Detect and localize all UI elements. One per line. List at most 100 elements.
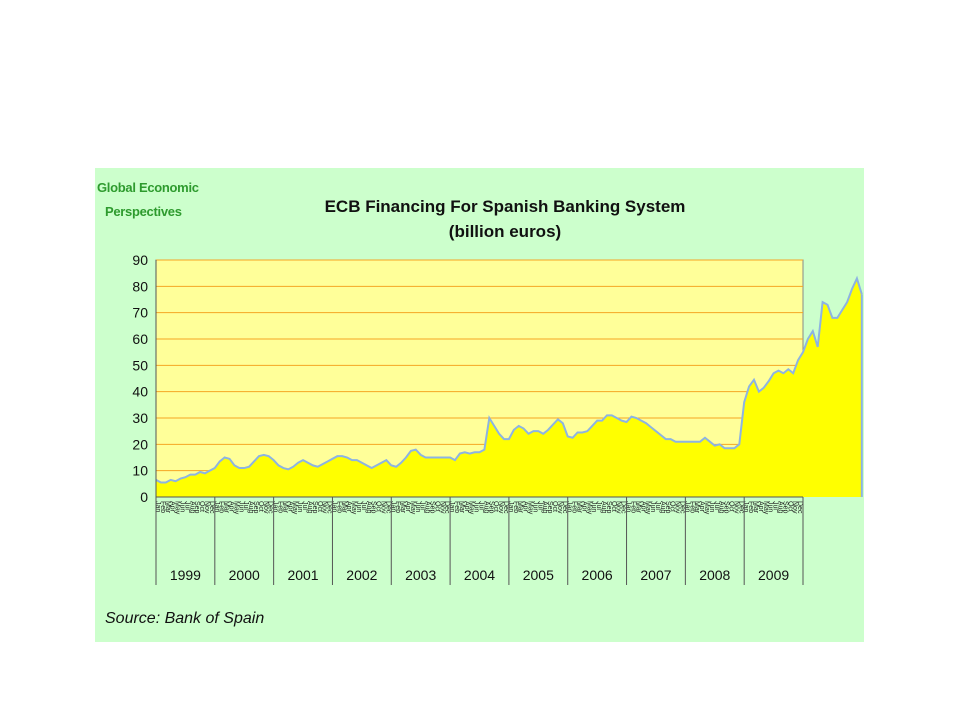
month-tick-label: Mar xyxy=(340,501,347,514)
month-tick-label: Jan xyxy=(625,501,632,512)
month-tick-label: Sep xyxy=(252,501,259,514)
month-tick-label: Dec xyxy=(796,501,803,514)
month-tick-label: May xyxy=(409,501,416,515)
month-tick-label: Apr xyxy=(169,501,176,513)
month-tick-label: Oct xyxy=(433,501,440,512)
month-tick-label: Sep xyxy=(428,501,435,514)
month-tick-label: May xyxy=(291,501,298,515)
y-tick-label: 80 xyxy=(132,278,148,294)
month-tick-label: Sep xyxy=(311,501,318,514)
y-tick-label: 40 xyxy=(132,384,148,400)
month-tick-label: Feb xyxy=(394,501,401,513)
month-tick-label: May xyxy=(468,501,475,515)
month-tick-label: Apr xyxy=(639,501,646,513)
chart-title: ECB Financing For Spanish Banking System xyxy=(324,197,686,216)
month-tick-label: Nov xyxy=(791,501,798,514)
month-tick-label: Nov xyxy=(497,501,504,514)
month-tick-label: Jul xyxy=(654,501,661,510)
month-tick-label: Jul xyxy=(772,501,779,510)
month-tick-label: Nov xyxy=(262,501,269,514)
month-tick-label: Jan xyxy=(272,501,279,512)
month-tick-label: Jun xyxy=(179,501,186,512)
month-tick-label: Apr xyxy=(404,501,411,513)
month-tick-label: Jun xyxy=(590,501,597,512)
month-tick-label: Sep xyxy=(781,501,788,514)
month-tick-label: Mar xyxy=(223,501,230,514)
month-tick-label: Apr xyxy=(757,501,764,513)
month-tick-label: Jul xyxy=(301,501,308,510)
month-tick-label: Jun xyxy=(355,501,362,512)
month-tick-label: Feb xyxy=(453,501,460,513)
month-tick-label: Jun xyxy=(296,501,303,512)
month-tick-label: Oct xyxy=(610,501,617,512)
month-tick-label: May xyxy=(527,501,534,515)
month-tick-label: Jan xyxy=(742,501,749,512)
month-tick-label: Jan xyxy=(154,501,161,512)
month-tick-label: Jun xyxy=(473,501,480,512)
month-tick-label: Jun xyxy=(237,501,244,512)
month-tick-label: Feb xyxy=(218,501,225,513)
y-tick-label: 0 xyxy=(140,489,148,505)
month-tick-label: Oct xyxy=(551,501,558,512)
month-tick-label: Feb xyxy=(747,501,754,513)
month-tick-label: Jun xyxy=(531,501,538,512)
month-tick-label: Sep xyxy=(546,501,553,514)
y-tick-label: 50 xyxy=(132,357,148,373)
month-tick-label: Nov xyxy=(732,501,739,514)
month-tick-label: Mar xyxy=(517,501,524,514)
chart-subtitle: (billion euros) xyxy=(448,222,562,241)
month-tick-label: Sep xyxy=(605,501,612,514)
month-tick-label: Mar xyxy=(576,501,583,514)
month-tick-label: May xyxy=(350,501,357,515)
month-tick-label: Aug xyxy=(188,501,195,514)
month-tick-label: May xyxy=(703,501,710,515)
month-tick-label: Feb xyxy=(629,501,636,513)
month-tick-label: Apr xyxy=(698,501,705,513)
year-label: 2006 xyxy=(582,567,613,583)
month-tick-label: Jul xyxy=(183,501,190,510)
month-tick-label: Aug xyxy=(659,501,666,514)
month-tick-label: Jan xyxy=(448,501,455,512)
month-tick-label: Oct xyxy=(786,501,793,512)
year-label: 2001 xyxy=(287,567,318,583)
month-tick-label: Oct xyxy=(492,501,499,512)
month-tick-label: Aug xyxy=(247,501,254,514)
month-tick-label: Jun xyxy=(649,501,656,512)
month-tick-label: Jan xyxy=(213,501,220,512)
chart-panel: Global Economic Perspectives ECB Financi… xyxy=(95,168,864,642)
month-tick-label: Oct xyxy=(727,501,734,512)
month-tick-label: Aug xyxy=(718,501,725,514)
y-tick-label: 10 xyxy=(132,463,148,479)
month-tick-label: Oct xyxy=(316,501,323,512)
y-tick-label: 60 xyxy=(132,331,148,347)
month-tick-label: May xyxy=(174,501,181,515)
month-tick-label: Feb xyxy=(571,501,578,513)
month-tick-label: Apr xyxy=(228,501,235,513)
month-tick-label: Jun xyxy=(767,501,774,512)
month-tick-label: May xyxy=(232,501,239,515)
month-tick-label: Jun xyxy=(414,501,421,512)
month-tick-label: Sep xyxy=(723,501,730,514)
month-tick-label: Jul xyxy=(595,501,602,510)
month-tick-label: Aug xyxy=(600,501,607,514)
month-tick-label: Aug xyxy=(541,501,548,514)
month-tick-label: Apr xyxy=(522,501,529,513)
month-tick-label: Nov xyxy=(203,501,210,514)
year-label: 2000 xyxy=(229,567,260,583)
y-tick-label: 30 xyxy=(132,410,148,426)
month-tick-label: Aug xyxy=(776,501,783,514)
year-label: 1999 xyxy=(170,567,201,583)
month-tick-label: Dec xyxy=(502,501,509,514)
month-tick-label: Jun xyxy=(708,501,715,512)
month-tick-label: Apr xyxy=(463,501,470,513)
month-tick-label: May xyxy=(585,501,592,515)
month-tick-label: Dec xyxy=(620,501,627,514)
month-tick-label: Oct xyxy=(669,501,676,512)
month-tick-label: Sep xyxy=(664,501,671,514)
month-tick-label: Aug xyxy=(482,501,489,514)
month-tick-label: Dec xyxy=(326,501,333,514)
month-tick-label: Mar xyxy=(164,501,171,514)
year-label: 2009 xyxy=(758,567,789,583)
month-tick-label: Aug xyxy=(424,501,431,514)
month-tick-label: Dec xyxy=(737,501,744,514)
